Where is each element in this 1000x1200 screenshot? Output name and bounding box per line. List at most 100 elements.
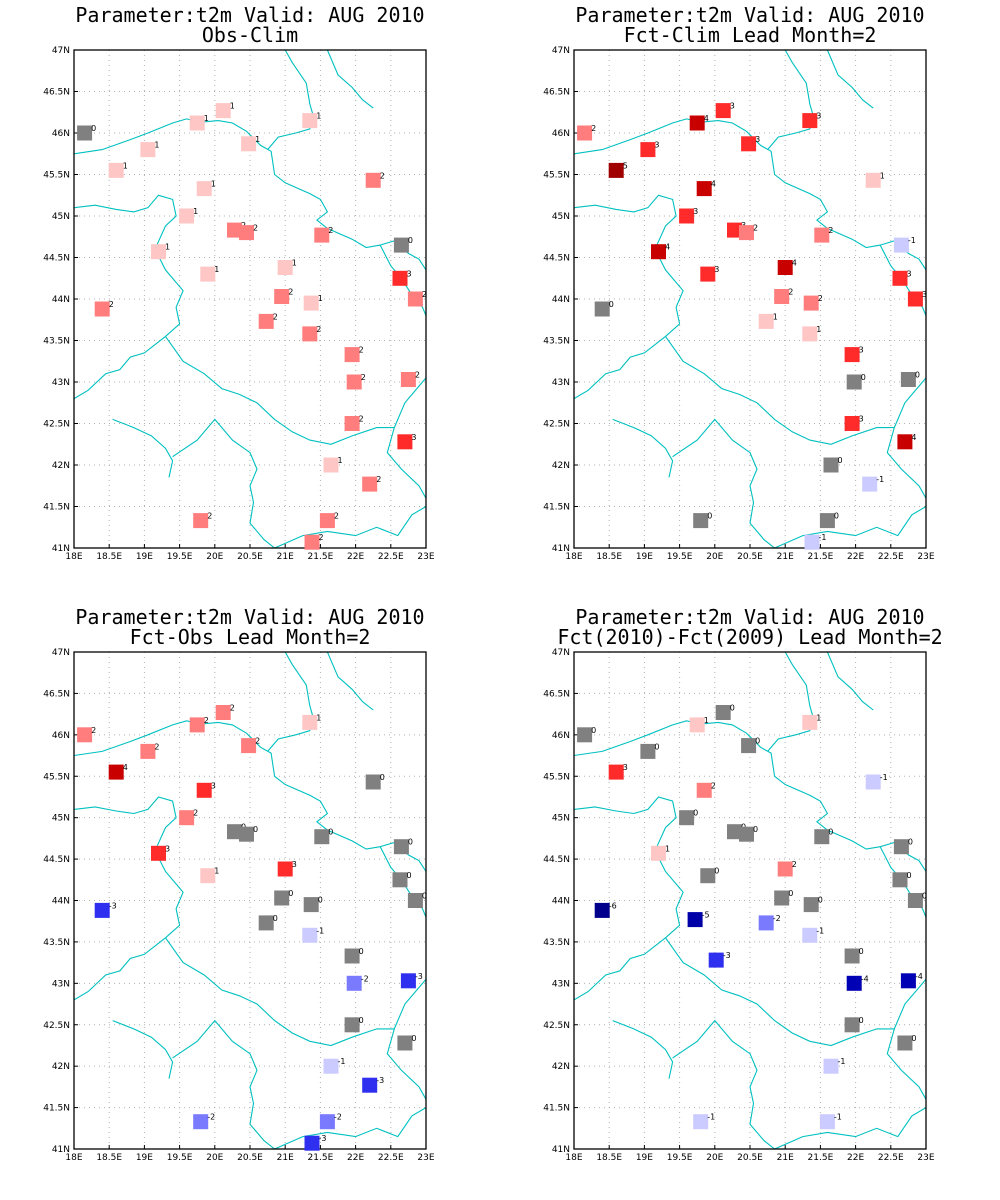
station-value-label: 2 [792, 860, 797, 869]
border-line [767, 652, 814, 752]
chart-title: Parameter:t2m Valid: AUG 2010 [75, 605, 424, 629]
station-marker [303, 295, 319, 311]
y-tick-label: 41N [552, 544, 570, 554]
station-marker [302, 326, 318, 342]
x-tick-label: 22E [347, 552, 364, 562]
station-value-label: 1 [214, 867, 219, 876]
station-marker [274, 289, 290, 304]
y-tick-label: 43.5N [43, 938, 70, 948]
station-marker [193, 1114, 209, 1130]
y-tick-label: 44N [52, 897, 70, 907]
y-tick-label: 41.5N [43, 503, 70, 513]
station-marker [189, 717, 205, 733]
station-value-label: 2 [415, 371, 420, 380]
station-marker [239, 826, 254, 842]
station-value-label: 3 [922, 290, 927, 299]
station-value-label: 2 [818, 294, 823, 303]
station-marker [844, 948, 860, 964]
station-value-label: 1 [338, 456, 343, 465]
x-tick-label: 21.5E [808, 1153, 834, 1163]
station-marker [277, 260, 293, 275]
station-value-label: -3 [109, 901, 117, 910]
station-value-label: 4 [911, 433, 916, 442]
border-line [879, 846, 926, 918]
station-value-label: 0 [834, 512, 839, 521]
station-value-label: -2 [207, 1113, 215, 1122]
station-value-label: -1 [707, 1113, 715, 1122]
y-tick-label: 43N [52, 378, 70, 388]
station-value-label: -3 [415, 972, 423, 981]
x-tick-label: 22E [847, 552, 864, 562]
y-tick-label: 47N [552, 46, 570, 56]
border-line [379, 244, 426, 316]
station-marker [344, 416, 360, 431]
station-value-label: 4 [665, 243, 670, 252]
x-tick-label: 20E [206, 1153, 223, 1163]
station-marker [200, 266, 216, 282]
x-tick-label: 21.5E [308, 1153, 334, 1163]
x-tick-label: 23E [417, 1153, 434, 1163]
y-tick-label: 46N [552, 129, 570, 139]
y-tick-label: 42.5N [543, 420, 570, 430]
station-value-label: 2 [591, 124, 596, 133]
y-tick-label: 41N [552, 1145, 570, 1155]
y-tick-label: 42.5N [43, 1021, 70, 1031]
station-marker [804, 534, 820, 550]
station-value-label: 3 [407, 269, 412, 278]
chart-title: Parameter:t2m Valid: AUG 2010 [75, 3, 424, 27]
station-marker [803, 295, 819, 311]
station-value-label: 2 [255, 737, 260, 746]
border-line [274, 506, 426, 548]
x-tick-label: 19E [636, 552, 653, 562]
station-marker [823, 457, 839, 473]
station-marker [314, 227, 330, 243]
station-value-label: -2 [361, 974, 369, 983]
station-marker [727, 824, 742, 840]
station-marker [715, 705, 731, 720]
x-tick-label: 23E [417, 552, 434, 562]
chart-title: Parameter:t2m Valid: AUG 2010 [575, 605, 924, 629]
y-tick-label: 46.5N [543, 689, 570, 699]
station-marker [274, 890, 290, 906]
station-marker [196, 181, 212, 197]
x-tick-label: 21.5E [308, 552, 334, 562]
border-line [665, 937, 926, 1100]
station-marker [608, 162, 624, 178]
station-marker [151, 244, 166, 260]
station-value-label: 4 [711, 180, 716, 189]
station-marker [140, 142, 156, 158]
chart-title: Parameter:t2m Valid: AUG 2010 [575, 3, 924, 27]
station-marker [344, 948, 360, 964]
x-tick-label: 19.5E [167, 1153, 193, 1163]
station-marker [392, 270, 408, 286]
border-line [774, 506, 926, 548]
y-tick-label: 46.5N [43, 689, 70, 699]
station-value-label: -2 [773, 914, 781, 923]
station-value-label: 2 [328, 226, 333, 235]
station-marker [640, 142, 656, 158]
station-value-label: 0 [922, 892, 927, 901]
x-tick-label: 18.5E [596, 552, 622, 562]
station-value-label: 3 [623, 763, 628, 772]
station-value-label: -4 [915, 972, 923, 981]
station-value-label: 2 [361, 373, 366, 382]
y-tick-label: 41N [52, 544, 70, 554]
station-marker [741, 136, 757, 152]
border-line [74, 194, 184, 400]
station-marker [365, 172, 381, 188]
station-value-label: 3 [755, 135, 760, 144]
station-marker [400, 372, 416, 387]
station-value-label: 0 [380, 773, 385, 782]
x-tick-label: 21E [277, 1153, 294, 1163]
station-value-label: 0 [859, 1016, 864, 1025]
y-tick-label: 45.5N [43, 772, 70, 782]
x-tick-label: 19E [136, 552, 153, 562]
station-marker [844, 416, 860, 431]
chart-subtitle: Fct-Clim Lead Month=2 [624, 23, 877, 47]
border-line [274, 1107, 426, 1149]
station-marker [302, 927, 318, 943]
border-line [665, 336, 926, 499]
station-value-label: -1 [819, 533, 827, 542]
station-marker [802, 927, 818, 943]
station-marker [346, 975, 362, 991]
